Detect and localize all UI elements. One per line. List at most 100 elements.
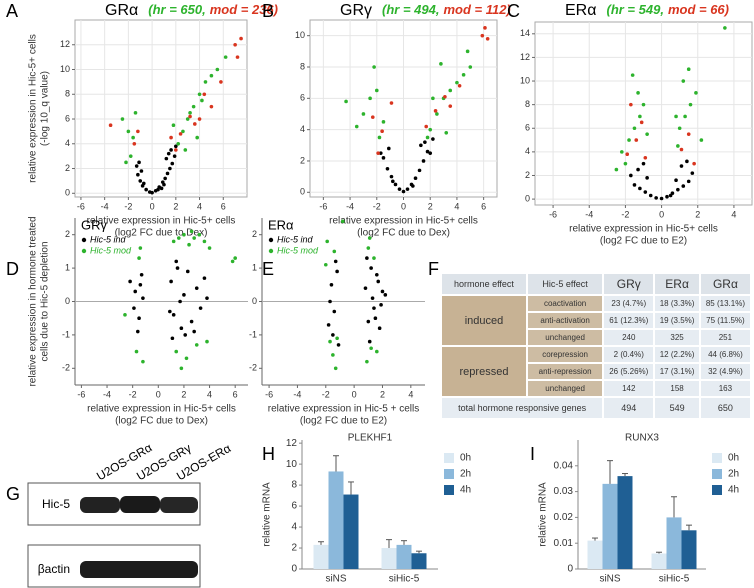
point — [138, 246, 143, 250]
y-tick-label: 12 — [520, 52, 530, 62]
point — [674, 178, 678, 183]
blot-band — [160, 497, 198, 513]
table-cell: repressed — [442, 347, 526, 396]
point — [156, 187, 160, 192]
point — [209, 73, 214, 78]
x-tick-label: 4 — [197, 201, 202, 211]
point — [169, 148, 173, 152]
y-tick-label: 4 — [65, 138, 70, 148]
table-cell: anti-repression — [527, 364, 603, 379]
point — [215, 67, 220, 72]
point — [383, 293, 388, 297]
point — [336, 343, 341, 347]
point — [171, 239, 176, 244]
point — [375, 272, 379, 277]
panel-letter: F — [428, 259, 439, 279]
table-cell: 17 (3.1%) — [655, 364, 699, 379]
point — [424, 124, 429, 129]
point — [676, 144, 680, 148]
point — [174, 144, 178, 149]
table-row: unchanged 142 158 163 — [442, 381, 750, 396]
point — [133, 111, 138, 115]
point — [381, 120, 386, 124]
chart-title: GRγ (hr = 494, mod = 112) — [340, 2, 511, 19]
table-cell: 163 — [700, 381, 750, 396]
y-tick-label: 1 — [252, 262, 257, 272]
point — [194, 286, 199, 290]
y-tick-label: 4 — [300, 124, 305, 134]
table-cell: 23 (4.7%) — [604, 296, 654, 311]
point — [138, 283, 143, 287]
point — [183, 333, 188, 337]
point — [131, 135, 135, 140]
point — [688, 102, 693, 107]
point — [465, 49, 470, 54]
mod-count: mod = 66) — [668, 2, 729, 17]
point — [139, 272, 144, 277]
y-tick-label: 0 — [291, 564, 297, 575]
chart-title: GRγ — [81, 217, 108, 232]
mod-count: mod = 236) — [210, 2, 278, 17]
legend-label: Hic-5 ind — [277, 234, 314, 244]
x-axis-label: (log2 FC due to Dex) — [115, 228, 208, 239]
point — [380, 129, 384, 134]
point — [623, 161, 628, 166]
legend-swatch — [444, 469, 454, 479]
point — [165, 171, 170, 176]
x-tick-label: -4 — [103, 389, 111, 399]
point — [136, 129, 140, 134]
point — [381, 156, 386, 160]
table-cell: GRγ — [604, 274, 654, 294]
table-row: unchanged 240 325 251 — [442, 330, 750, 345]
point — [376, 151, 380, 155]
y-tick-label: 4 — [525, 146, 530, 156]
table-cell: hormone effect — [442, 274, 526, 294]
table-row: total hormone responsive genes 494 549 650 — [442, 398, 750, 418]
point — [137, 256, 141, 260]
point — [423, 140, 427, 144]
point — [333, 366, 338, 371]
point — [189, 229, 194, 234]
point — [393, 182, 398, 187]
point — [397, 187, 402, 191]
point — [659, 196, 664, 201]
point — [686, 67, 691, 72]
chart-title: PLEKHF1 — [348, 433, 393, 444]
x-tick-label: 6 — [233, 389, 238, 399]
chart-title: RUNX3 — [625, 433, 659, 444]
point — [641, 161, 646, 166]
point — [123, 313, 127, 317]
point — [365, 359, 369, 364]
point — [674, 114, 678, 119]
point — [369, 346, 373, 351]
point — [361, 112, 366, 116]
point — [401, 189, 406, 194]
table-cell: 251 — [700, 330, 750, 345]
y-tick-label: 2 — [525, 170, 530, 180]
point — [370, 115, 375, 119]
point — [421, 159, 426, 163]
legend-label: 2h — [460, 469, 471, 480]
point — [676, 187, 680, 192]
point — [685, 159, 689, 164]
point — [174, 259, 179, 264]
point — [168, 166, 172, 171]
bar — [381, 548, 397, 569]
table-row: induced coactivation 23 (4.7%) 18 (3.3%) 85 … — [442, 296, 750, 345]
legend-swatch — [81, 237, 87, 243]
x-tick-label: 2 — [181, 389, 186, 399]
table-row: anti-activation 61 (12.3%) 19 (3.5%) 75 (11… — [442, 313, 750, 328]
point — [405, 187, 410, 191]
point — [366, 319, 371, 324]
point — [159, 186, 164, 191]
summary-table: hormone effect Hic-5 effect GRγ ERα GRα induc… — [440, 272, 752, 420]
point — [367, 339, 372, 344]
point — [188, 111, 192, 115]
y-tick-label: 0.02 — [554, 512, 574, 523]
x-axis-label: (log2 FC due to E2) — [300, 416, 387, 427]
point — [137, 316, 141, 321]
point — [189, 319, 194, 324]
point — [171, 313, 176, 317]
